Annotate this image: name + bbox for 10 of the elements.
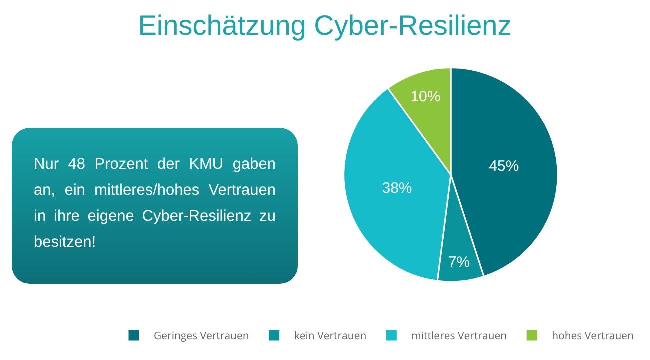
legend-label: kein Vertrauen — [294, 330, 367, 344]
chart-title: Einschätzung Cyber-Resilienz — [138, 10, 512, 41]
data-label: 38% — [382, 180, 412, 198]
text-card: Nur 48 Prozent der KMU gaben an, ein mittleres/hohes Vertrauen in ihre eigene Cyber-Resilienz zu besitzen! — [12, 128, 298, 284]
data-label: 10% — [410, 88, 441, 106]
legend-label: Geringes Vertrauen — [154, 330, 250, 344]
legend-label: mittleres Vertrauen — [412, 330, 508, 344]
data-label: 7% — [448, 254, 470, 271]
legend-label: hohes Vertrauen — [552, 330, 634, 344]
data-label: 45% — [489, 158, 520, 175]
